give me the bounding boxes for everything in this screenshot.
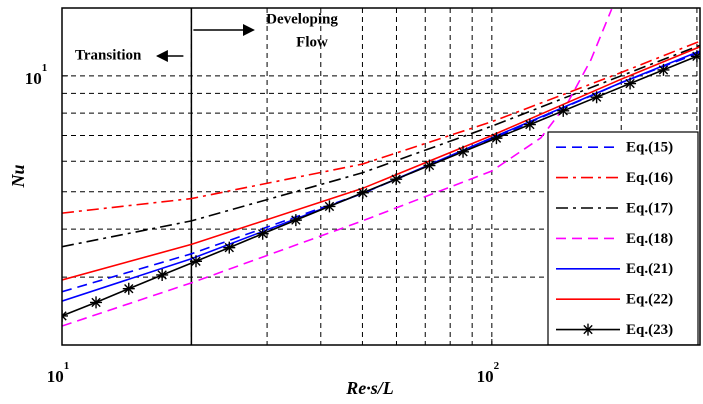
star-marker (457, 145, 470, 158)
y-tick-label: 101 (25, 61, 48, 87)
plot-frame (61, 7, 701, 346)
star-marker (323, 200, 336, 213)
star-marker (356, 186, 369, 199)
star-marker (122, 282, 135, 295)
star-marker (690, 50, 700, 63)
legend-label: Eq.(18) (626, 231, 673, 247)
legend-label: Eq.(17) (626, 200, 673, 216)
series-line (62, 45, 700, 281)
legend-label: Eq.(23) (626, 322, 673, 338)
tick-exponent: 1 (42, 61, 48, 73)
star-marker (523, 118, 536, 131)
star-marker (256, 227, 269, 240)
legend-label: Eq.(21) (626, 261, 673, 277)
star-marker (590, 91, 603, 104)
star-marker (190, 255, 203, 268)
legend-box (547, 131, 699, 346)
star-marker (624, 77, 637, 90)
star-marker (490, 132, 503, 145)
annotation: Transition (75, 47, 142, 63)
star-marker (657, 63, 670, 76)
star-marker (90, 296, 103, 309)
tick-base: 10 (477, 367, 494, 386)
plot-area (62, 8, 700, 327)
star-marker (156, 268, 169, 281)
star-marker (289, 214, 302, 227)
legend-label: Eq.(15) (626, 140, 673, 156)
legend-marker (582, 323, 594, 336)
annotation: Flow (296, 34, 328, 50)
x-tick-label: 102 (477, 360, 500, 386)
tick-base: 10 (25, 69, 42, 88)
tick-base: 10 (47, 367, 64, 386)
tick-exponent: 1 (64, 360, 70, 372)
x-axis-label: Re·s/L (345, 378, 394, 398)
x-tick-label: 101 (47, 360, 70, 386)
star-marker (423, 159, 436, 172)
legend-label: Eq.(16) (626, 170, 673, 186)
star-marker (223, 241, 236, 254)
series-line (62, 8, 613, 327)
y-axis-label: Nu (8, 164, 28, 188)
series-line (62, 44, 700, 248)
star-marker (390, 173, 403, 186)
series-line (62, 55, 698, 317)
series-line (62, 40, 700, 214)
star-marker (557, 104, 570, 117)
legend-label: Eq.(22) (626, 292, 673, 308)
tick-exponent: 2 (494, 360, 500, 372)
annotation: Developing (266, 11, 338, 27)
